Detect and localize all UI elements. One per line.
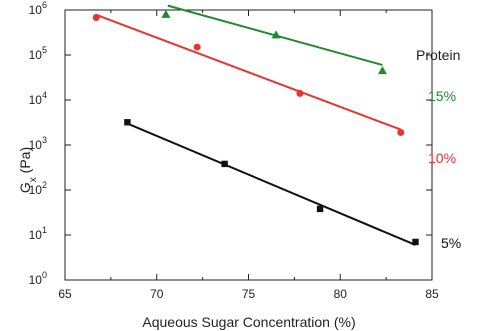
- data-point-2: [221, 160, 228, 168]
- data-point-2: [412, 238, 419, 246]
- y-axis-title-sub: x: [28, 177, 39, 182]
- y-tick-label: 106: [29, 0, 47, 17]
- plot-frame: [64, 9, 433, 281]
- data-point-2: [124, 119, 131, 126]
- axes: [64, 9, 433, 281]
- y-tick-label: 101: [29, 225, 47, 242]
- data-point-0: [161, 9, 171, 18]
- data-point-0: [377, 66, 387, 75]
- data-point-1: [92, 14, 100, 22]
- legend-label-0: 15%: [428, 88, 456, 104]
- x-tick-label: 75: [242, 287, 256, 301]
- x-tick-label: 65: [58, 287, 72, 301]
- data-point-2: [316, 205, 324, 213]
- data-point-1: [193, 43, 201, 51]
- data-point-1: [296, 89, 304, 97]
- y-tick-label: 102: [29, 180, 47, 197]
- fit-line-2: [127, 122, 416, 246]
- y-tick-label: 104: [29, 90, 47, 107]
- legend-label-2: 5%: [441, 235, 461, 251]
- legend-title: Protein: [416, 47, 460, 63]
- y-tick-label: 100: [29, 270, 47, 287]
- y-axis-title-unit: (Pa): [17, 147, 33, 177]
- x-axis-title: Aqueous Sugar Concentration (%): [142, 314, 355, 330]
- x-tick-label: 85: [425, 287, 439, 301]
- y-tick-label: 105: [29, 45, 47, 62]
- y-axis-title: Gx (Pa): [17, 147, 39, 193]
- legend-label-1: 10%: [428, 150, 456, 166]
- x-tick-label: 70: [150, 287, 164, 301]
- data-point-0: [271, 30, 281, 39]
- tick-labels: 65 70 75 80 85 100 101 102 103 104 105 106: [29, 0, 439, 301]
- y-tick-label: 103: [29, 135, 47, 152]
- fit-line-1: [95, 13, 402, 131]
- x-tick-label: 80: [334, 287, 348, 301]
- y-axis-title-main: G: [17, 182, 33, 193]
- legend-labels: 15% 10% 5%: [428, 88, 461, 251]
- series-layer: [92, 4, 419, 246]
- data-point-1: [397, 128, 405, 136]
